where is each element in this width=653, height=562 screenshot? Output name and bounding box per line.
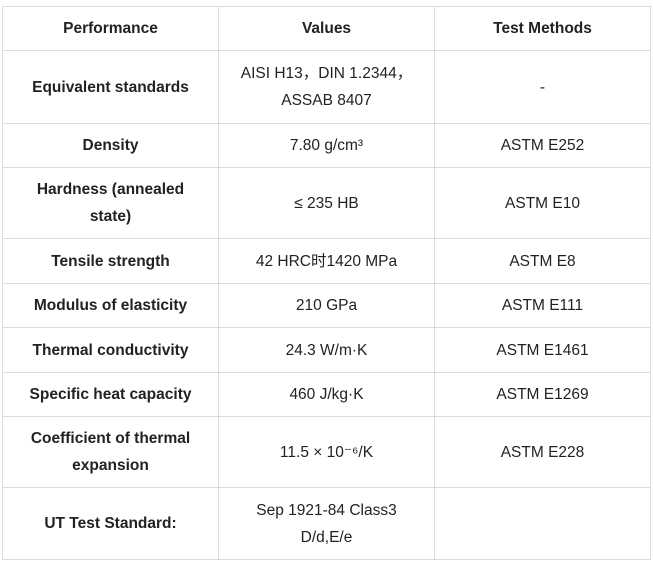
properties-table-container: Performance Values Test Methods Equivale… [2, 6, 651, 560]
value-cell: 11.5 × 10⁻⁶/K [218, 416, 435, 488]
value-cell: AISI H13，DIN 1.2344， ASSAB 8407 [218, 50, 435, 124]
value-cell: 24.3 W/m·K [218, 327, 435, 373]
property-name: Modulus of elasticity [33, 297, 188, 314]
method-cell: - [434, 50, 651, 124]
table-row: Coefficient of thermal expansion 11.5 × … [2, 416, 651, 488]
value-line: 11.5 × 10⁻⁶/K [279, 443, 374, 461]
property-name: Tensile strength [51, 252, 170, 270]
property-cell: Coefficient of thermal expansion [2, 416, 219, 488]
value-line: AISI H13，DIN 1.2344， [240, 65, 413, 82]
value-line: 210 GPa [295, 297, 358, 314]
method-cell: ASTM E252 [434, 123, 651, 168]
property-cell: Equivalent standards [2, 50, 219, 124]
value-cell: Sep 1921-84 Class3 D/d,E/e [218, 487, 435, 560]
table-row: Equivalent standards AISI H13，DIN 1.2344… [2, 50, 651, 124]
property-name: Coefficient of thermal [30, 430, 191, 447]
property-name: Specific heat capacity [29, 386, 192, 403]
property-cell: Density [2, 123, 219, 168]
method-cell: ASTM E111 [434, 283, 651, 328]
table-row: Hardness (annealed state) ≤ 235 HB ASTM … [2, 167, 651, 239]
value-line: 24.3 W/m·K [285, 341, 368, 359]
value-line: 7.80 g/cm³ [289, 137, 364, 154]
method-cell: ASTM E1269 [434, 372, 651, 417]
header-performance: Performance [2, 6, 219, 51]
property-name: state) [89, 208, 132, 225]
header-row: Performance Values Test Methods [2, 6, 651, 51]
property-cell: Hardness (annealed state) [2, 167, 219, 239]
method-cell: ASTM E1461 [434, 327, 651, 373]
value-cell: 42 HRC时1420 MPa [218, 238, 435, 284]
value-line: ASSAB 8407 [281, 92, 372, 109]
value-cell: ≤ 235 HB [218, 167, 435, 239]
table-row: Thermal conductivity 24.3 W/m·K ASTM E14… [2, 327, 651, 373]
property-name: Equivalent standards [32, 78, 189, 96]
method-cell: ASTM E8 [434, 238, 651, 284]
value-line: ≤ 235 HB [294, 194, 359, 212]
value-line: 42 HRC时1420 MPa [255, 252, 398, 270]
property-cell: Modulus of elasticity [2, 283, 219, 328]
property-name: Thermal conductivity [32, 341, 189, 359]
value-line: D/d,E/e [300, 528, 353, 546]
table-row: Modulus of elasticity 210 GPa ASTM E111 [2, 283, 651, 328]
value-line: Sep 1921-84 Class3 [256, 501, 397, 519]
value-cell: 210 GPa [218, 283, 435, 328]
property-name: expansion [72, 457, 149, 474]
property-name: Hardness (annealed [36, 181, 185, 198]
header-values: Values [218, 6, 435, 51]
value-line: 460 J/kg·K [289, 386, 364, 403]
property-cell: Tensile strength [2, 238, 219, 284]
method-cell: ASTM E10 [434, 167, 651, 239]
property-name: Density [82, 137, 139, 154]
value-cell: 460 J/kg·K [218, 372, 435, 417]
table-row: UT Test Standard: Sep 1921-84 Class3 D/d… [2, 487, 651, 560]
material-properties-table: Performance Values Test Methods Equivale… [2, 6, 651, 560]
property-name: UT Test Standard: [44, 515, 177, 532]
table-row: Tensile strength 42 HRC时1420 MPa ASTM E8 [2, 238, 651, 284]
method-cell: ASTM E228 [434, 416, 651, 488]
header-test-methods: Test Methods [434, 6, 651, 51]
table-row: Specific heat capacity 460 J/kg·K ASTM E… [2, 372, 651, 417]
property-cell: Thermal conductivity [2, 327, 219, 373]
property-cell: UT Test Standard: [2, 487, 219, 560]
property-cell: Specific heat capacity [2, 372, 219, 417]
method-cell [434, 487, 651, 560]
value-cell: 7.80 g/cm³ [218, 123, 435, 168]
table-row: Density 7.80 g/cm³ ASTM E252 [2, 123, 651, 168]
